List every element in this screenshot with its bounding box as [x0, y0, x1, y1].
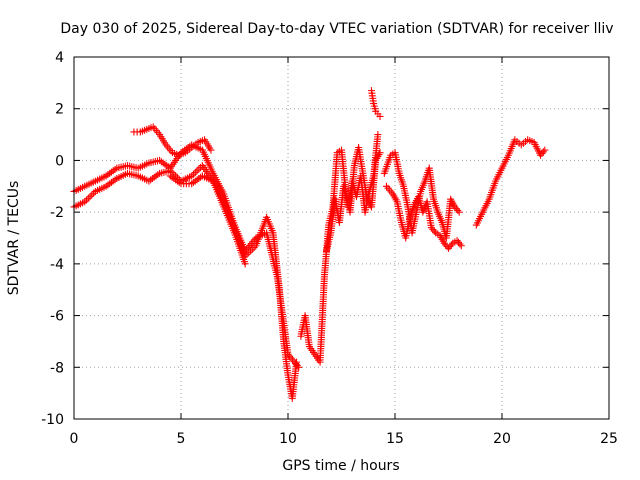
data-point — [250, 243, 258, 251]
data-point — [293, 358, 301, 366]
data-point — [457, 242, 465, 250]
data-points — [70, 87, 549, 402]
y-tick-label: 4 — [55, 50, 64, 66]
chart-title: Day 030 of 2025, Sidereal Day-to-day VTE… — [60, 21, 613, 37]
data-point — [88, 191, 96, 199]
x-tick-label: 10 — [279, 431, 297, 447]
data-point — [111, 165, 119, 173]
data-point — [447, 241, 455, 249]
data-point — [430, 227, 438, 235]
data-point — [195, 165, 203, 173]
y-tick-label: -4 — [50, 257, 64, 273]
y-tick-label: 2 — [55, 102, 64, 118]
data-point — [376, 112, 384, 120]
plot-frame — [73, 56, 610, 420]
data-point — [106, 180, 114, 188]
data-point — [293, 361, 301, 369]
y-tick-labels: -10 -8 -6 -4 -2 0 2 4 — [41, 50, 64, 428]
data-point — [456, 240, 464, 248]
axis-ticks — [73, 56, 610, 420]
data-point — [175, 178, 183, 186]
x-tick-labels: 0 5 10 15 20 25 — [70, 431, 618, 447]
data-point — [106, 169, 114, 177]
data-point — [191, 177, 199, 185]
data-point — [454, 206, 462, 214]
x-axis-label: GPS time / hours — [282, 458, 399, 474]
y-tick-label: -8 — [50, 360, 64, 376]
data-point — [286, 352, 294, 360]
data-point — [191, 168, 199, 176]
data-point — [170, 175, 178, 183]
data-point — [154, 171, 162, 179]
x-tick-label: 15 — [386, 431, 404, 447]
data-point — [90, 189, 98, 197]
data-point — [539, 148, 547, 156]
data-point — [541, 146, 549, 154]
y-tick-label: 0 — [55, 153, 64, 169]
y-axis-label: SDTVAR / TECUs — [6, 181, 22, 296]
data-point — [84, 194, 92, 202]
data-point — [455, 208, 463, 216]
x-tick-label: 25 — [600, 431, 618, 447]
data-point — [193, 167, 201, 175]
y-tick-label: -6 — [50, 309, 64, 325]
data-point — [207, 146, 215, 154]
x-tick-label: 5 — [177, 431, 186, 447]
data-point — [159, 159, 167, 167]
data-point — [86, 193, 94, 201]
data-point — [245, 249, 253, 257]
data-point — [241, 260, 249, 268]
data-point — [148, 175, 156, 183]
y-tick-label: -10 — [41, 412, 64, 428]
x-tick-label: 20 — [493, 431, 511, 447]
data-point — [374, 131, 382, 139]
y-tick-label: -2 — [50, 205, 64, 221]
data-point — [111, 176, 119, 184]
grid-lines — [74, 57, 609, 419]
data-point — [287, 354, 295, 362]
x-tick-label: 0 — [70, 431, 79, 447]
